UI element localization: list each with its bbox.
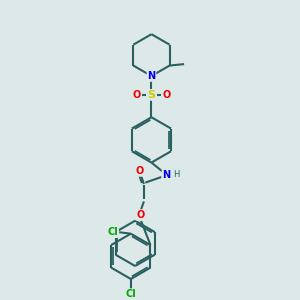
Text: N: N	[147, 71, 155, 81]
Text: Cl: Cl	[107, 227, 118, 237]
Text: O: O	[137, 210, 145, 220]
Text: N: N	[163, 170, 171, 180]
Text: O: O	[135, 166, 144, 176]
Text: O: O	[132, 90, 140, 100]
Text: O: O	[162, 90, 171, 100]
Text: H: H	[173, 170, 179, 179]
Text: Cl: Cl	[125, 289, 136, 299]
Text: S: S	[148, 90, 155, 100]
